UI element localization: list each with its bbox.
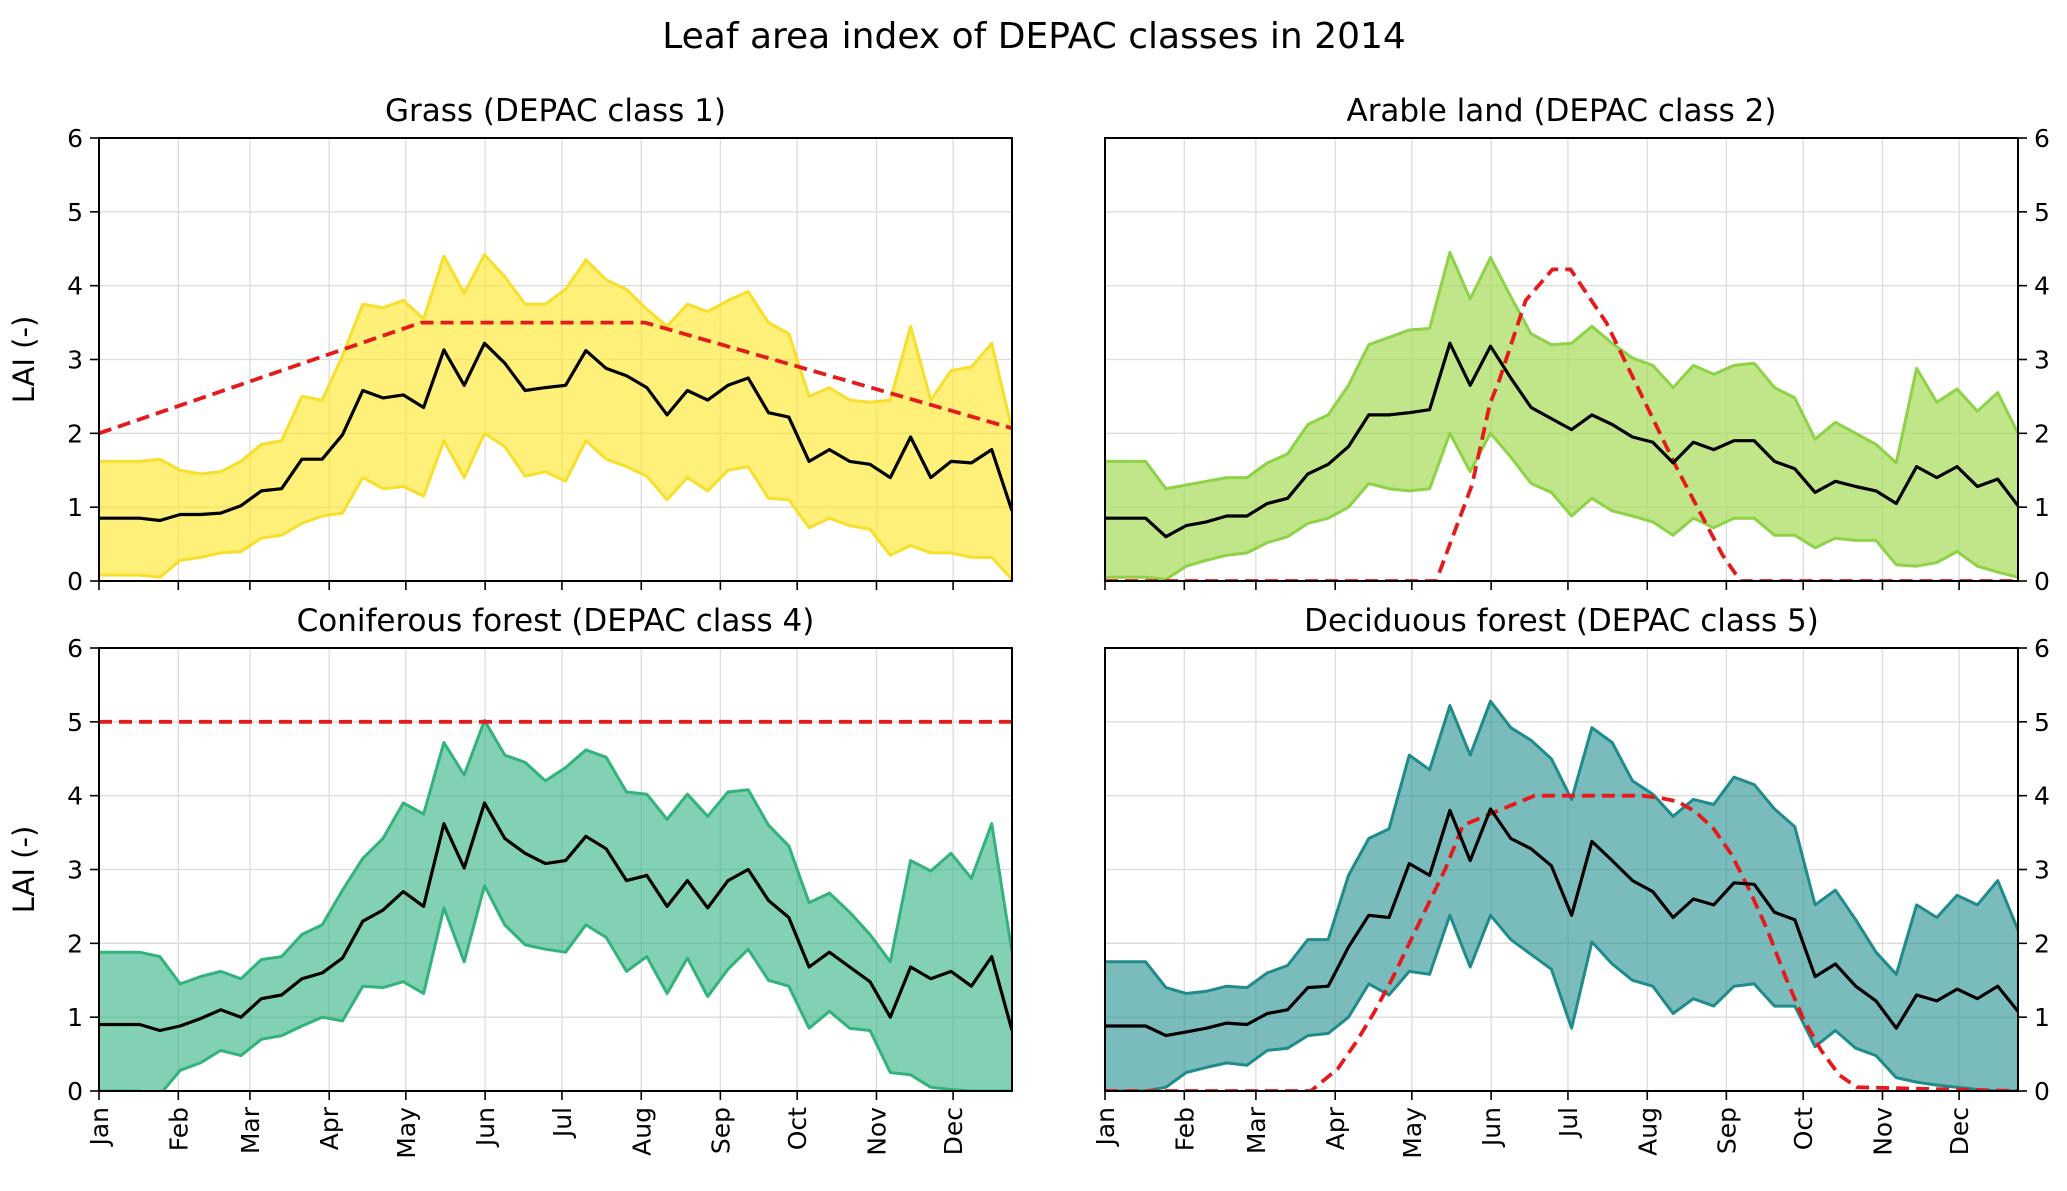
upper-bound-line [99, 718, 1012, 986]
x-tick-label: Feb [164, 1107, 193, 1151]
y-tick-label: 5 [67, 198, 83, 227]
mean-lai-line [1105, 341, 2018, 539]
x-tick-label: Sep [706, 1107, 735, 1154]
y-tick-label: 3 [67, 346, 83, 375]
lower-bound-line [99, 884, 1012, 1091]
panel-grass: 0 1 2 3 4 5 6 Grass (DEPAC class 1) LAI (-) [7, 93, 1013, 596]
x-tick-label: Jul [548, 1107, 577, 1139]
x-tick-label: Mar [236, 1106, 265, 1154]
y-tick-label: 0 [67, 1077, 83, 1106]
mean-lai-line [1105, 807, 2018, 1038]
panel-coniferous: 0 1 2 3 4 5 6 Jan Feb Mar Apr May Jun Jul Aug Sep Oct Nov… [7, 603, 1013, 1159]
reference-lai-line [99, 320, 1012, 436]
range-band [1105, 701, 2018, 1091]
lower-bound-line [1105, 913, 2018, 1091]
y-tick-label: 1 [2034, 493, 2050, 522]
y-tick-label: 2 [2034, 419, 2050, 448]
x-tick-label: Sep [1712, 1107, 1741, 1154]
mean-lai-line [99, 801, 1012, 1033]
y-axis-label: LAI (-) [7, 826, 41, 914]
reference-lai-line [1105, 793, 2018, 1091]
range-band [99, 254, 1012, 580]
y-tick-label: 4 [67, 272, 83, 301]
x-tick-label: Jun [471, 1107, 500, 1148]
range-band [1105, 252, 2018, 580]
x-tick-label: Feb [1170, 1107, 1199, 1151]
upper-bound-line [99, 253, 1012, 476]
y-tick-label: 6 [67, 124, 83, 153]
plot-area [99, 718, 1012, 1091]
x-tick-label: Jun [1477, 1107, 1506, 1148]
y-tick-label: 6 [67, 634, 83, 663]
panel-title: Coniferous forest (DEPAC class 4) [297, 603, 815, 639]
x-tick-label: Aug [1633, 1107, 1662, 1156]
x-tick-label: Jan [1091, 1107, 1120, 1148]
reference-lai-line [1105, 267, 2018, 581]
y-tick-label: 1 [67, 1003, 83, 1032]
panel-title: Arable land (DEPAC class 2) [1346, 93, 1776, 129]
x-tick-label: Nov [863, 1107, 892, 1156]
upper-bound-line [1105, 699, 2018, 995]
upper-bound-line [1105, 250, 2018, 491]
x-tick-label: Nov [1869, 1107, 1898, 1156]
x-tick-label: Apr [315, 1106, 344, 1150]
lower-bound-line [99, 431, 1012, 581]
x-tick-label: May [1398, 1107, 1427, 1159]
y-tick-label: 6 [2034, 634, 2050, 663]
panel-deciduous: 0 1 2 3 4 5 6 Jan Feb Mar Apr May Jun Jul Aug Sep Oct Nov… [1091, 603, 2050, 1159]
x-tick-label: Dec [1945, 1107, 1974, 1155]
panel-title: Grass (DEPAC class 1) [385, 93, 726, 129]
figure-title: Leaf area index of DEPAC classes in 2014 [662, 16, 1406, 57]
x-tick-label: Jul [1554, 1107, 1583, 1139]
plot-area [1105, 699, 2018, 1091]
panel-arable: 0 1 2 3 4 5 6 Arable land (DEPAC class 2) [1104, 93, 2050, 596]
y-tick-label: 1 [2034, 1003, 2050, 1032]
x-tick-label: Aug [627, 1107, 656, 1156]
y-tick-label: 4 [67, 782, 83, 811]
plot-area [1105, 250, 2018, 581]
x-tick-label: Mar [1242, 1106, 1271, 1154]
y-tick-label: 3 [67, 856, 83, 885]
y-tick-label: 2 [67, 419, 83, 448]
x-tick-label: Oct [1789, 1107, 1818, 1150]
y-tick-label: 5 [2034, 198, 2050, 227]
x-tick-label: May [392, 1107, 421, 1159]
y-tick-label: 0 [2034, 567, 2050, 596]
x-tick-label: Dec [939, 1107, 968, 1155]
y-tick-label: 2 [2034, 929, 2050, 958]
x-tick-label: Jan [85, 1107, 114, 1148]
y-tick-label: 3 [2034, 346, 2050, 375]
y-tick-label: 4 [2034, 272, 2050, 301]
y-tick-label: 0 [67, 567, 83, 596]
x-tick-label: Apr [1321, 1106, 1350, 1150]
lower-bound-line [1105, 431, 2018, 581]
range-band [99, 720, 1012, 1091]
mean-lai-line [99, 341, 1012, 523]
y-tick-label: 3 [2034, 856, 2050, 885]
y-tick-label: 1 [67, 493, 83, 522]
x-tick-label: Oct [783, 1107, 812, 1150]
y-tick-label: 5 [2034, 708, 2050, 737]
plot-area [99, 253, 1012, 581]
y-tick-label: 2 [67, 929, 83, 958]
y-tick-label: 4 [2034, 782, 2050, 811]
y-axis-label: LAI (-) [7, 316, 41, 404]
y-tick-label: 6 [2034, 124, 2050, 153]
panel-title: Deciduous forest (DEPAC class 5) [1304, 603, 1819, 639]
y-tick-label: 5 [67, 708, 83, 737]
y-tick-label: 0 [2034, 1077, 2050, 1106]
